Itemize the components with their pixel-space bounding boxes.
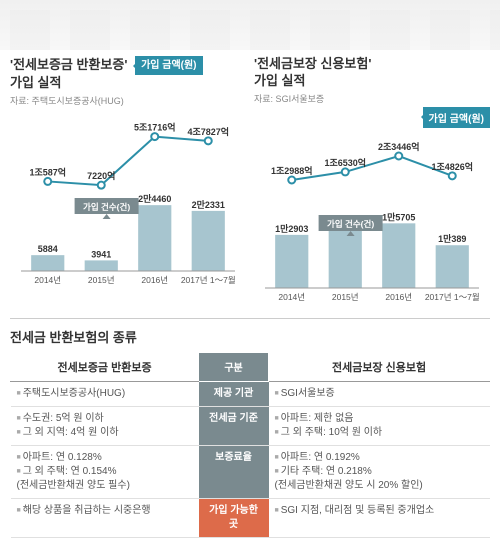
chart-title: '전세금보장 신용보험' 가입 실적 bbox=[254, 56, 490, 90]
table-header-mid: 구분 bbox=[199, 352, 269, 381]
table-cell-right: SGI 지점, 대리점 및 등록된 중개업소 bbox=[269, 498, 490, 537]
table-row: 수도권: 5억 원 이하그 외 지역: 4억 원 이하전세금 기준아파트: 제한… bbox=[11, 406, 490, 445]
table-section: 전세금 반환보험의 종류 전세보증금 반환보증 구분 전세금보장 신용보험 주택… bbox=[0, 318, 500, 548]
line-path bbox=[292, 156, 453, 180]
line-label: 5조1716억 bbox=[134, 121, 176, 132]
chart-panel-right: '전세금보장 신용보험' 가입 실적 자료: SGI서울보증 가입 금액(원) … bbox=[254, 56, 490, 308]
table-cell-right: 아파트: 연 0.192%기타 주택: 연 0.218%(전세금반환채권 양도 … bbox=[269, 445, 490, 498]
line-label: 1조6530억 bbox=[324, 157, 366, 168]
line-point bbox=[342, 168, 349, 175]
table-cell-left: 주택도시보증공사(HUG) bbox=[11, 381, 199, 406]
charts-row: '전세보증금 반환보증' 가입 금액(원) 가입 실적 자료: 주택도시보증공사… bbox=[0, 50, 500, 318]
year-label: 2016년 bbox=[141, 275, 168, 285]
table-header-left: 전세보증금 반환보증 bbox=[11, 352, 199, 381]
bar bbox=[138, 205, 171, 271]
bar-label: 5884 bbox=[38, 244, 58, 254]
chart-panel-left: '전세보증금 반환보증' 가입 금액(원) 가입 실적 자료: 주택도시보증공사… bbox=[10, 56, 246, 308]
table-line: 아파트: 연 0.192% bbox=[275, 451, 484, 465]
table-cell-right: 아파트: 제한 없음그 외 주택: 10억 원 이하 bbox=[269, 406, 490, 445]
line-label: 4조7827억 bbox=[187, 126, 229, 137]
chart-title-quote: '전세보증금 반환보증' bbox=[10, 57, 127, 72]
table-line: 해당 상품을 취급하는 시중은행 bbox=[17, 504, 193, 518]
table-line: (전세금반환채권 양도 시 20% 할인) bbox=[275, 479, 484, 493]
badge-amount: 가입 금액(원) bbox=[135, 56, 202, 75]
chart-svg-right: 1만29032014년1만41562015년1만57052016년1만38920… bbox=[254, 128, 490, 308]
badge-count-group: 가입 건수(건) bbox=[319, 215, 383, 236]
bar bbox=[275, 235, 308, 288]
table-line: 수도권: 5억 원 이하 bbox=[17, 412, 193, 426]
bar bbox=[85, 260, 118, 271]
chart-title: '전세보증금 반환보증' 가입 금액(원) 가입 실적 bbox=[10, 56, 246, 92]
chart-source: 자료: SGI서울보증 bbox=[254, 92, 490, 105]
table-line: 아파트: 제한 없음 bbox=[275, 412, 484, 426]
table-cell-right: SGI서울보증 bbox=[269, 381, 490, 406]
table-header-right: 전세금보장 신용보험 bbox=[269, 352, 490, 381]
badge-count-text: 가입 건수(건) bbox=[327, 219, 374, 229]
table-cell-left: 해당 상품을 취급하는 시중은행 bbox=[11, 498, 199, 537]
table-cell-mid: 보증료율 bbox=[199, 445, 269, 498]
year-label: 2014년 bbox=[278, 292, 305, 302]
year-label: 2017년 1～7월 bbox=[425, 292, 480, 302]
chart-title-suffix: 가입 실적 bbox=[10, 75, 61, 90]
line-point bbox=[395, 152, 402, 159]
badge-amount: 가입 금액(원) bbox=[423, 107, 490, 128]
line-label: 1조4826억 bbox=[431, 161, 473, 172]
bar-label: 2만4460 bbox=[138, 193, 171, 204]
table-line: 주택도시보증공사(HUG) bbox=[17, 387, 193, 401]
line-point bbox=[205, 137, 212, 144]
table-line: 그 외 주택: 10억 원 이하 bbox=[275, 426, 484, 440]
table-row: 주택도시보증공사(HUG) 제공 기관 SGI서울보증 bbox=[11, 381, 490, 406]
year-label: 2016년 bbox=[385, 292, 412, 302]
table-line: (전세금반환채권 양도 필수) bbox=[17, 479, 193, 493]
table-line: 그 외 지역: 4억 원 이하 bbox=[17, 426, 193, 440]
table-line: SGI 지점, 대리점 및 등록된 중개업소 bbox=[275, 504, 484, 518]
table-line: 그 외 주택: 연 0.154% bbox=[17, 465, 193, 479]
bar bbox=[329, 229, 362, 287]
chart-title-suffix: 가입 실적 bbox=[254, 73, 305, 88]
table-section-title: 전세금 반환보험의 종류 bbox=[10, 318, 490, 352]
table-line: 기타 주택: 연 0.218% bbox=[275, 465, 484, 479]
badge-count-group: 가입 건수(건) bbox=[75, 198, 139, 219]
bar-label: 2만2331 bbox=[192, 199, 225, 210]
table-line: 아파트: 연 0.128% bbox=[17, 451, 193, 465]
table-cell-mid: 제공 기관 bbox=[199, 381, 269, 406]
table-row: 아파트: 연 0.128%그 외 주택: 연 0.154%(전세금반환채권 양도… bbox=[11, 445, 490, 498]
chart-title-quote: '전세금보장 신용보험' bbox=[254, 56, 371, 71]
line-point bbox=[449, 172, 456, 179]
line-point bbox=[151, 133, 158, 140]
year-label: 2017년 1～7월 bbox=[181, 275, 236, 285]
line-label: 2조3446억 bbox=[378, 141, 420, 152]
line-point bbox=[288, 176, 295, 183]
bar bbox=[382, 223, 415, 288]
year-label: 2014년 bbox=[34, 275, 61, 285]
table-cell-mid: 전세금 기준 bbox=[199, 406, 269, 445]
badge-count-text: 가입 건수(건) bbox=[83, 202, 130, 212]
line-label: 1조587억 bbox=[29, 166, 66, 177]
line-point bbox=[98, 182, 105, 189]
table-line: SGI서울보증 bbox=[275, 387, 484, 401]
table-header-row: 전세보증금 반환보증 구분 전세금보장 신용보험 bbox=[11, 352, 490, 381]
bar-label: 1만2903 bbox=[275, 223, 308, 234]
line-label: 1조2988억 bbox=[271, 165, 313, 176]
table-row: 해당 상품을 취급하는 시중은행 가입 가능한 곳 SGI 지점, 대리점 및 등록… bbox=[11, 498, 490, 537]
table-cell-mid: 가입 가능한 곳 bbox=[199, 498, 269, 537]
chart-source: 자료: 주택도시보증공사(HUG) bbox=[10, 94, 246, 107]
bar-label: 1만389 bbox=[438, 233, 466, 244]
infographic-container: { "background_color": "#ffffff", "charts… bbox=[0, 0, 500, 548]
line-label: 7220억 bbox=[87, 170, 115, 181]
table-cell-left: 아파트: 연 0.128%그 외 주택: 연 0.154%(전세금반환채권 양도… bbox=[11, 445, 199, 498]
bar-label: 1만5705 bbox=[382, 211, 415, 222]
bar bbox=[192, 211, 225, 271]
bar bbox=[31, 255, 64, 271]
bar-label: 3941 bbox=[91, 249, 111, 259]
table-cell-left: 수도권: 5억 원 이하그 외 지역: 4억 원 이하 bbox=[11, 406, 199, 445]
year-label: 2015년 bbox=[332, 292, 359, 302]
background-houses bbox=[0, 0, 500, 50]
bar bbox=[436, 245, 469, 288]
comparison-table: 전세보증금 반환보증 구분 전세금보장 신용보험 주택도시보증공사(HUG) 제공… bbox=[10, 352, 490, 538]
year-label: 2015년 bbox=[88, 275, 115, 285]
line-point bbox=[44, 178, 51, 185]
line-path bbox=[48, 136, 209, 185]
chart-svg-left: 5884 2014년 3941 2015년 2만4460 2016년 2만2331 2017년… bbox=[10, 111, 246, 291]
